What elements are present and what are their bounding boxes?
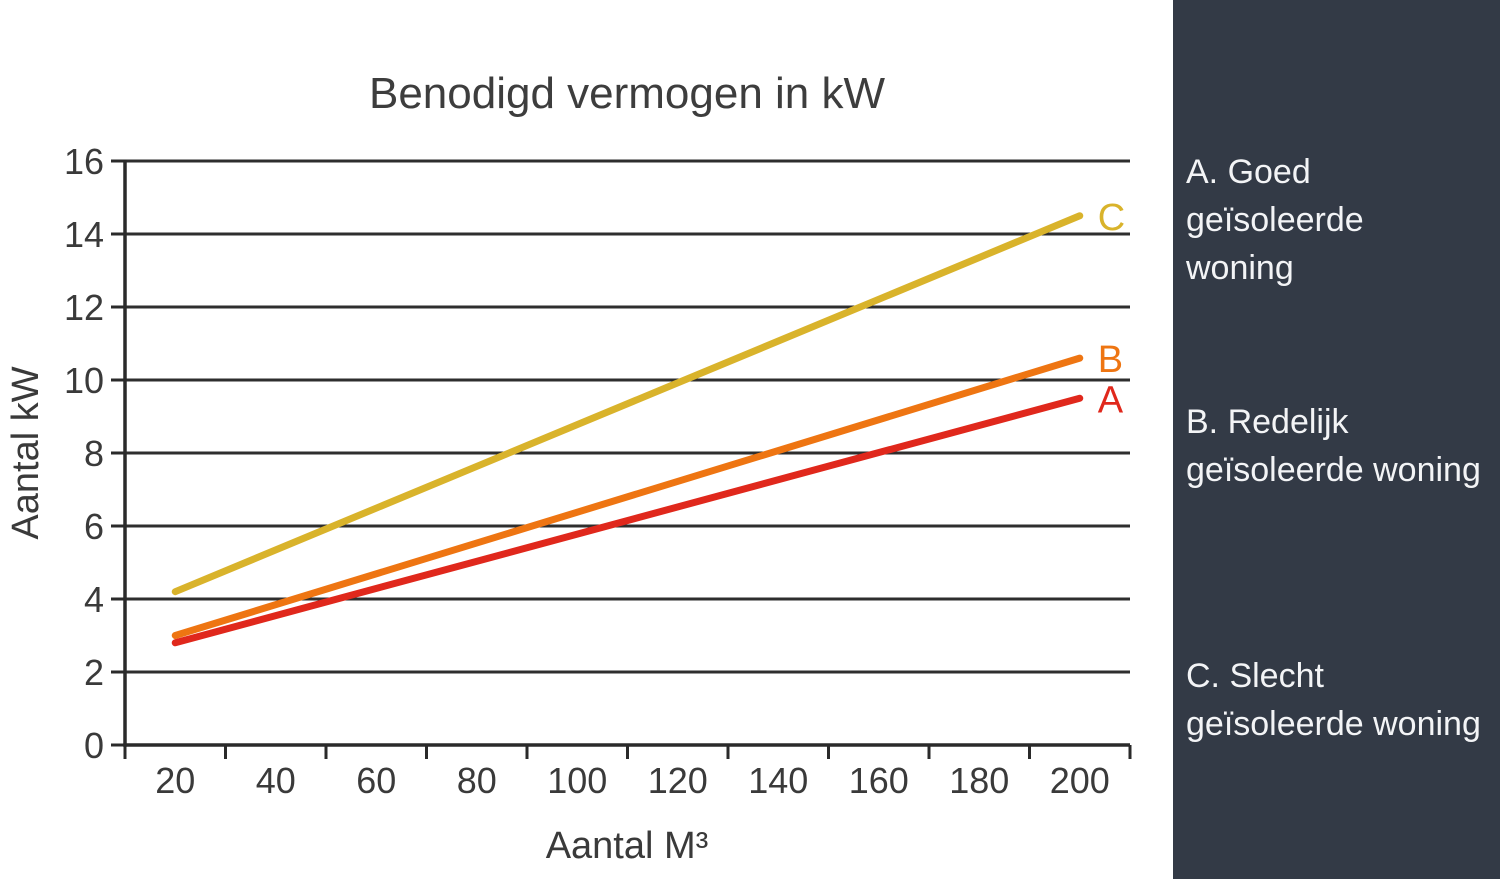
- x-tick-label-20: 20: [155, 760, 195, 801]
- legend-item-b-line2: geïsoleerde woning: [1186, 451, 1481, 489]
- y-axis-title: Aantal kW: [5, 366, 47, 539]
- legend-item-b: B. Redelijk geïsoleerde woning: [1186, 398, 1494, 494]
- x-tick-label-100: 100: [547, 760, 607, 801]
- x-tick-label-180: 180: [949, 760, 1009, 801]
- series-line-A: [171, 394, 1084, 647]
- y-tick-label-0: 0: [84, 725, 104, 766]
- legend-item-a-line1: A. Goed geïsoleerde: [1186, 153, 1364, 239]
- plot-generated: 0 2 4 6 8 10 12 14 16 20 40 60 80 100 120 140 160 180 200 C…: [64, 141, 1132, 801]
- x-tick-label-80: 80: [457, 760, 497, 801]
- y-tick-label-14: 14: [64, 214, 104, 255]
- legend-sidebar: A. Goed geïsoleerde woning B. Redelijk g…: [1173, 0, 1500, 879]
- y-tick-label-8: 8: [84, 433, 104, 474]
- x-tick-label-160: 160: [849, 760, 909, 801]
- legend-item-a-line2: woning: [1186, 249, 1294, 287]
- legend-item-a: A. Goed geïsoleerde woning: [1186, 148, 1494, 292]
- y-tick-label-4: 4: [84, 579, 104, 620]
- legend-item-c-line2: geïsoleerde woning: [1186, 705, 1481, 743]
- series-line-C: [171, 212, 1084, 596]
- x-tick-label-200: 200: [1050, 760, 1110, 801]
- x-tick-label-140: 140: [748, 760, 808, 801]
- y-tick-label-12: 12: [64, 287, 104, 328]
- x-tick-label-40: 40: [256, 760, 296, 801]
- series-label-B: B: [1098, 339, 1123, 381]
- chart-title: Benodigd vermogen in kW: [369, 69, 886, 118]
- series-label-C: C: [1098, 197, 1125, 239]
- legend-item-c: C. Slecht geïsoleerde woning: [1186, 652, 1494, 748]
- series-label-A: A: [1098, 379, 1124, 421]
- y-tick-label-16: 16: [64, 141, 104, 182]
- line-chart: 0 2 4 6 8 10 12 14 16 20 40 60 80 100 120 140 160 180 200 C…: [5, 69, 1132, 867]
- y-tick-label-10: 10: [64, 360, 104, 401]
- x-axis-title: Aantal M³: [546, 825, 709, 867]
- series-line-B: [171, 354, 1084, 639]
- x-tick-label-120: 120: [648, 760, 708, 801]
- chart-area: 0 2 4 6 8 10 12 14 16 20 40 60 80 100 120 140 160 180 200 C…: [5, 69, 1132, 867]
- x-tick-label-60: 60: [356, 760, 396, 801]
- legend-item-b-line1: B. Redelijk: [1186, 403, 1349, 441]
- legend-item-c-line1: C. Slecht: [1186, 657, 1324, 695]
- y-tick-label-6: 6: [84, 506, 104, 547]
- y-tick-label-2: 2: [84, 652, 104, 693]
